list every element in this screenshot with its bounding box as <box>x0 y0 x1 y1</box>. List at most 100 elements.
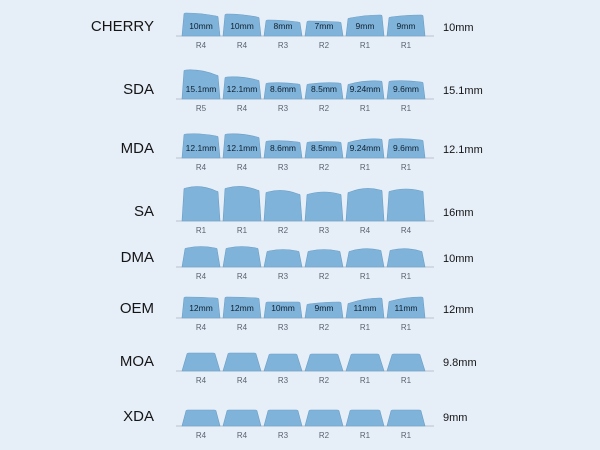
keycap <box>222 133 262 159</box>
keycap <box>345 14 385 37</box>
row-label: R1 <box>360 376 371 385</box>
row-label: R1 <box>401 376 412 385</box>
keycap <box>345 409 385 427</box>
keycap <box>263 249 303 268</box>
profile-height-label: 10mm <box>443 22 474 34</box>
row-label: R4 <box>237 272 248 281</box>
profile-height-label: 9.8mm <box>443 357 477 369</box>
keycap <box>181 186 221 222</box>
keycap <box>345 248 385 268</box>
row-label: R1 <box>360 272 371 281</box>
row-label: R1 <box>401 431 412 440</box>
keycap <box>222 352 262 372</box>
keycap <box>263 409 303 427</box>
row-label: R1 <box>401 104 412 113</box>
profile-name: DMA <box>121 249 154 266</box>
keycap <box>263 190 303 222</box>
keycap <box>304 191 344 222</box>
profile-height-label: 16mm <box>443 207 474 219</box>
profile-row-mda: MDA 12.1mm R4 12.1mm R4 8.6mm R3 8.5mm R2 9.24mm R… <box>121 133 483 172</box>
keycap <box>222 296 262 319</box>
keycap-height-label: 8.5mm <box>311 84 337 94</box>
keycap-height-label: 8.5mm <box>311 143 337 153</box>
keycap <box>181 133 221 159</box>
keycap-height-label: 12mm <box>189 303 213 313</box>
profile-row-sa: SA R1 R1 R2 R3 R4 R4 16mm <box>134 186 474 235</box>
row-label: R4 <box>237 104 248 113</box>
keycap <box>386 353 426 372</box>
profile-height-label: 12.1mm <box>443 144 483 156</box>
profile-height-label: 12mm <box>443 304 474 316</box>
keycap-height-label: 12.1mm <box>227 84 258 94</box>
keycap <box>222 246 262 268</box>
row-label: R3 <box>278 272 289 281</box>
profile-name: MDA <box>121 140 154 157</box>
keycap-height-label: 11mm <box>354 303 377 313</box>
row-label: R1 <box>360 323 371 332</box>
keycap <box>222 186 262 222</box>
profile-row-sda: SDA 15.1mm R5 12.1mm R4 8.6mm R3 8.5mm R2 9.24mm R… <box>123 69 483 113</box>
keycap-height-label: 10mm <box>271 303 295 313</box>
row-label: R1 <box>237 226 248 235</box>
keycap <box>304 82 344 100</box>
keycap <box>304 353 344 372</box>
profile-name: SA <box>134 203 154 220</box>
keycap <box>386 409 426 427</box>
row-label: R4 <box>237 41 248 50</box>
keycap <box>386 80 426 100</box>
row-label: R4 <box>196 41 207 50</box>
keycap <box>345 80 385 100</box>
keycap-height-label: 10mm <box>189 21 213 31</box>
keycap-height-label: 9mm <box>356 21 375 31</box>
profile-row-oem: OEM 12mm R4 12mm R4 10mm R3 9mm R2 11mm R1 11mm R1 12… <box>120 296 474 332</box>
row-label: R4 <box>196 272 207 281</box>
row-label: R3 <box>278 41 289 50</box>
keycap <box>181 246 221 268</box>
row-label: R2 <box>319 104 330 113</box>
row-label: R4 <box>196 323 207 332</box>
row-label: R4 <box>237 323 248 332</box>
row-label: R3 <box>278 431 289 440</box>
row-label: R1 <box>401 323 412 332</box>
row-label: R2 <box>319 376 330 385</box>
keycap <box>181 352 221 372</box>
row-label: R2 <box>319 431 330 440</box>
row-label: R2 <box>319 272 330 281</box>
profile-row-xda: XDA R4 R4 R3 R2 R1 R1 9mm <box>123 408 467 440</box>
row-label: R4 <box>196 163 207 172</box>
row-label: R1 <box>401 163 412 172</box>
keycap <box>386 296 426 319</box>
keycap-height-label: 7mm <box>315 21 334 31</box>
profile-name: SDA <box>123 81 154 98</box>
row-label: R1 <box>401 272 412 281</box>
row-label: R4 <box>196 431 207 440</box>
row-label: R3 <box>278 104 289 113</box>
row-label: R1 <box>360 163 371 172</box>
keycap <box>222 409 262 427</box>
row-label: R3 <box>319 226 330 235</box>
row-label: R3 <box>278 163 289 172</box>
keycap <box>345 353 385 372</box>
row-label: R1 <box>401 41 412 50</box>
row-label: R4 <box>196 376 207 385</box>
keycap <box>304 141 344 159</box>
row-label: R3 <box>278 323 289 332</box>
keycap <box>263 140 303 159</box>
row-label: R1 <box>196 226 207 235</box>
profile-row-cherry: CHERRY 10mm R4 10mm R4 8mm R3 7mm R2 9mm R1 9mm R1 10… <box>91 12 474 50</box>
keycap <box>386 138 426 159</box>
keycap-height-label: 9.6mm <box>393 143 419 153</box>
keycap-height-label: 8mm <box>274 21 293 31</box>
keycap-height-label: 10mm <box>230 21 254 31</box>
keycap <box>222 13 262 37</box>
keycap <box>181 12 221 37</box>
keycap <box>304 249 344 268</box>
profile-height-label: 15.1mm <box>443 85 483 97</box>
profile-name: OEM <box>120 300 154 317</box>
row-label: R2 <box>319 163 330 172</box>
row-label: R2 <box>278 226 289 235</box>
row-label: R1 <box>360 104 371 113</box>
keycap <box>181 409 221 427</box>
keycap-height-label: 9.24mm <box>350 143 381 153</box>
